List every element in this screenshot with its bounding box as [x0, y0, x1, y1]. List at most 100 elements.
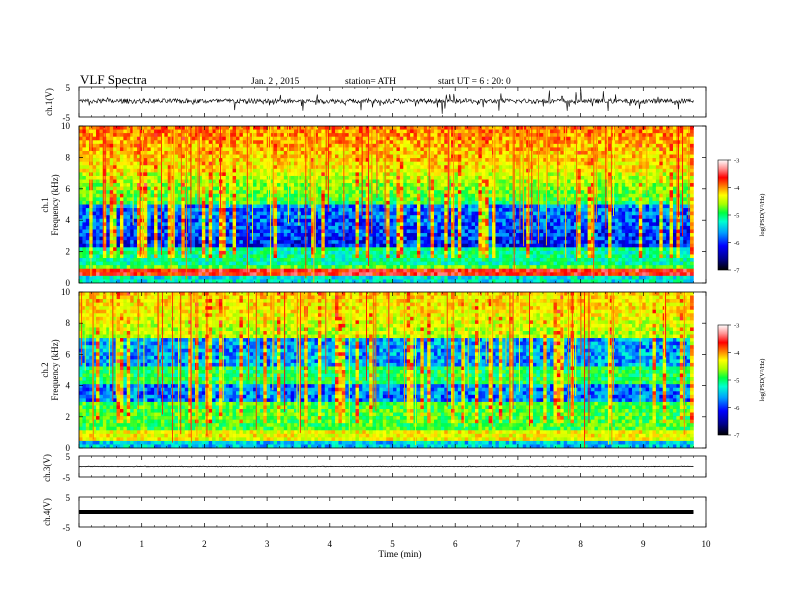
spectrogram-cell [434, 161, 438, 166]
spectrogram-cell [160, 193, 165, 198]
spectrogram-cell [116, 136, 121, 141]
spectrogram-cell [130, 143, 134, 148]
spectrogram-cell [130, 200, 134, 205]
spectrogram-cell [461, 218, 466, 223]
spectrogram-cell [123, 261, 128, 266]
spectrogram-cell [263, 154, 268, 159]
spectrogram-cell [444, 183, 448, 187]
spectrogram-cell [236, 222, 240, 227]
spectrogram-cell [348, 225, 353, 230]
spectrogram-cell [150, 154, 155, 159]
spectrogram-cell [116, 215, 121, 220]
spectrogram-cell [386, 229, 390, 234]
spectrogram-cell [249, 183, 254, 187]
spectrogram-cell [253, 243, 257, 248]
spectrogram-cell [164, 158, 169, 162]
spectrogram-cell [444, 233, 448, 237]
spectrogram-cell [280, 150, 285, 155]
spectrogram-cell [457, 147, 462, 152]
spectrogram-cell [198, 222, 203, 227]
spectrogram-cell [270, 250, 274, 255]
spectrogram-cell [457, 218, 462, 223]
spectrogram-cell [164, 200, 169, 205]
spectrogram-cell [294, 158, 298, 162]
spectrogram-cell [137, 215, 141, 220]
spectrogram-cell [454, 211, 459, 216]
spectrogram-cell [242, 154, 247, 159]
spectrogram-cell [348, 265, 353, 270]
spectrogram-cell [311, 186, 315, 191]
spectrogram-cell [116, 154, 121, 159]
spectrogram-cell [273, 172, 278, 177]
spectrogram-cell [427, 261, 431, 266]
spectrogram-cell [430, 250, 435, 255]
spectrogram-cell [167, 140, 172, 145]
spectrogram-cell [106, 143, 111, 148]
spectrogram-cell [239, 240, 244, 245]
spectrogram-cell [242, 133, 247, 138]
spectrogram-cell [355, 272, 360, 277]
spectrogram-cell [307, 129, 312, 134]
spectrogram-cell [195, 140, 199, 145]
spectrogram-cell [335, 161, 339, 166]
spectrogram-cell [321, 229, 326, 234]
spectrogram-cell [119, 186, 124, 191]
spectrogram-cell [348, 147, 353, 152]
spectrogram-cell [249, 240, 254, 245]
spectrogram-cell [249, 197, 254, 202]
spectrogram-cell [362, 190, 367, 195]
spectrogram-cell [215, 211, 220, 216]
spectrogram-cell [147, 140, 151, 145]
spectrogram-cell [393, 147, 397, 152]
spectrogram-cell [263, 136, 268, 141]
spectrogram-cell [177, 247, 182, 252]
spectrogram-cell [290, 254, 295, 259]
spectrogram-cell [259, 204, 264, 209]
spectrogram-cell [331, 143, 336, 148]
spectrogram-cell [372, 208, 377, 212]
spectrogram-cell [96, 218, 100, 223]
spectrogram-cell [273, 208, 278, 212]
spectrogram-cell [355, 261, 360, 266]
spectrogram-cell [140, 268, 145, 273]
spectrogram-cell [273, 229, 278, 234]
spectrogram-cell [389, 261, 394, 266]
spectrogram-cell [85, 179, 90, 184]
spectrogram-cell [396, 172, 401, 177]
spectrogram-cell [307, 268, 312, 273]
spectrogram-cell [447, 143, 452, 148]
spectrogram-cell [290, 161, 295, 166]
spectrogram-cell [256, 158, 261, 162]
spectrogram-cell [205, 204, 210, 209]
spectrogram-cell [123, 133, 128, 138]
spectrogram-cell [338, 254, 343, 259]
spectrogram-cell [440, 154, 445, 159]
spectrogram-cell [358, 140, 363, 145]
spectrogram-cell [154, 261, 158, 266]
spectrogram-cell [403, 272, 408, 277]
spectrogram-cell [137, 136, 141, 141]
spectrogram-cell [191, 268, 196, 273]
spectrogram-cell [440, 179, 445, 184]
spectrogram-cell [222, 275, 227, 280]
spectrogram-cell [457, 158, 462, 162]
spectrogram-cell [222, 222, 227, 227]
spectrogram-cell [242, 172, 247, 177]
spectrogram-cell [229, 240, 233, 245]
spectrogram-cell [324, 265, 329, 270]
spectrogram-cell [188, 218, 192, 223]
spectrogram-cell [283, 265, 288, 270]
spectrogram-cell [434, 250, 438, 255]
spectrogram-cell [348, 161, 353, 166]
spectrogram-cell [99, 183, 104, 187]
spectrogram-cell [177, 250, 182, 255]
spectrogram-cell [352, 236, 356, 241]
spectrogram-cell [427, 258, 431, 262]
spectrogram-cell [440, 272, 445, 277]
spectrogram-cell [331, 275, 336, 280]
spectrogram-cell [147, 179, 151, 184]
spectrogram-cell [116, 129, 121, 134]
spectrogram-cell [369, 175, 373, 180]
spectrogram-cell [130, 272, 134, 277]
spectrogram-cell [82, 240, 87, 245]
